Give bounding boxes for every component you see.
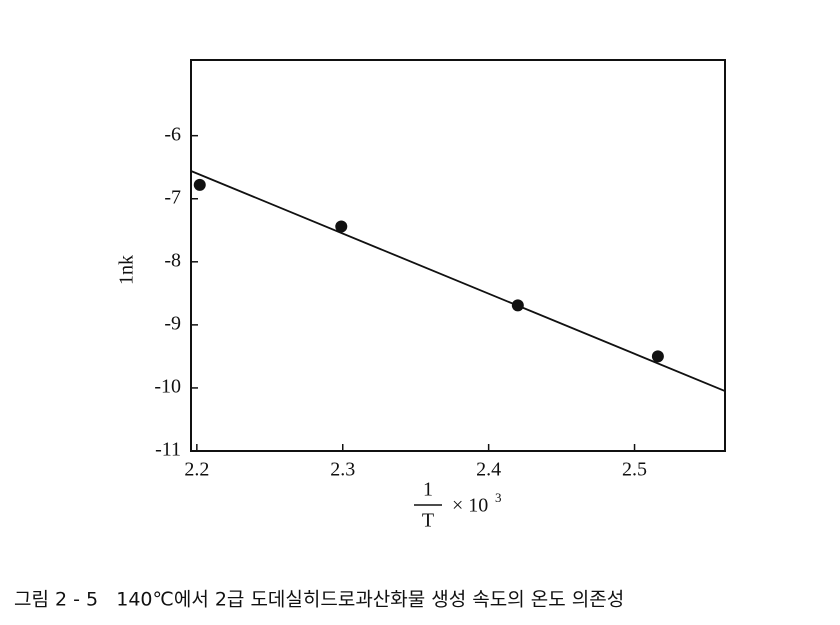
y-tick-label: -9 <box>164 312 181 334</box>
x-label-denominator: T <box>422 510 434 532</box>
y-axis-label: 1nk <box>116 255 138 285</box>
x-label-factor: × 10 <box>452 495 488 517</box>
data-point <box>651 350 664 363</box>
x-tick-label: 2.3 <box>330 459 355 481</box>
y-tick-label: -11 <box>155 439 181 461</box>
caption: 그림 2 - 5 140℃에서 2급 도데실히드로과산화물 생성 속도의 온도 … <box>14 589 624 611</box>
x-label-exponent: 3 <box>495 490 502 505</box>
data-point <box>335 220 348 233</box>
plot-frame <box>190 59 726 452</box>
data-point <box>511 299 524 312</box>
y-tick-label: -7 <box>164 186 181 208</box>
fit-line <box>190 170 726 392</box>
y-tick-label: -8 <box>164 249 181 271</box>
y-tick-label: -6 <box>164 123 181 145</box>
x-label-numerator: 1 <box>423 479 433 501</box>
x-tick-label: 2.5 <box>622 459 647 481</box>
x-tick-label: 2.4 <box>476 459 501 481</box>
y-tick-label: -10 <box>154 376 181 398</box>
x-tick-label: 2.2 <box>184 459 209 481</box>
data-point <box>193 178 206 191</box>
